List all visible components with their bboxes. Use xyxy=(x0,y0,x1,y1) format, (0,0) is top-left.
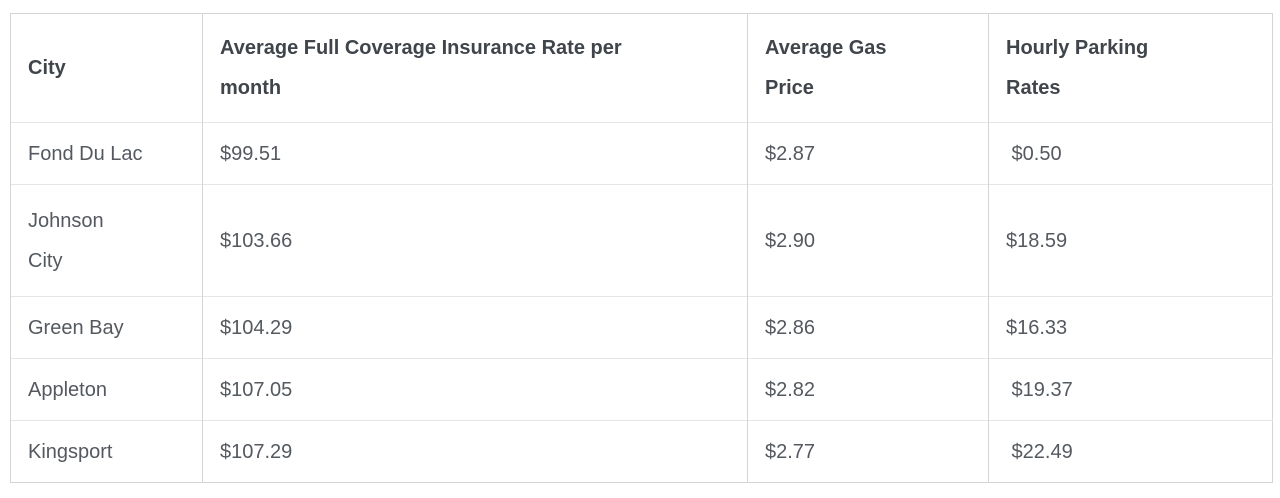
table-row: Appleton $107.05 $2.82 $19.37 xyxy=(10,358,1273,421)
parking-rate-cell: $19.37 xyxy=(988,358,1273,421)
header-row: City Average Full Coverage Insurance Rat… xyxy=(10,13,1273,123)
parking-rate-cell: $22.49 xyxy=(988,420,1273,483)
table-row: Green Bay $104.29 $2.86 $16.33 xyxy=(10,296,1273,359)
table-row: Fond Du Lac $99.51 $2.87 $0.50 xyxy=(10,122,1273,185)
parking-rate-cell: $16.33 xyxy=(988,296,1273,359)
column-header-city: City xyxy=(10,13,203,123)
city-cell: Appleton xyxy=(10,358,203,421)
parking-rate-cell: $0.50 xyxy=(988,122,1273,185)
insurance-rate-cell: $103.66 xyxy=(202,184,748,297)
gas-price-cell: $2.82 xyxy=(747,358,989,421)
table-container: City Average Full Coverage Insurance Rat… xyxy=(10,13,1273,483)
city-cell: Kingsport xyxy=(10,420,203,483)
gas-price-cell: $2.90 xyxy=(747,184,989,297)
table-row: Johnson City $103.66 $2.90 $18.59 xyxy=(10,184,1273,297)
city-cell: Green Bay xyxy=(10,296,203,359)
insurance-rate-cell: $99.51 xyxy=(202,122,748,185)
insurance-rate-cell: $107.29 xyxy=(202,420,748,483)
gas-price-cell: $2.87 xyxy=(747,122,989,185)
city-costs-table: City Average Full Coverage Insurance Rat… xyxy=(10,13,1273,483)
column-header-insurance-rate: Average Full Coverage Insurance Rate per… xyxy=(202,13,748,123)
gas-price-cell: $2.86 xyxy=(747,296,989,359)
insurance-rate-cell: $107.05 xyxy=(202,358,748,421)
city-cell: Fond Du Lac xyxy=(10,122,203,185)
table-row: Kingsport $107.29 $2.77 $22.49 xyxy=(10,420,1273,483)
column-header-gas-price: Average Gas Price xyxy=(747,13,989,123)
gas-price-cell: $2.77 xyxy=(747,420,989,483)
parking-rate-cell: $18.59 xyxy=(988,184,1273,297)
insurance-rate-cell: $104.29 xyxy=(202,296,748,359)
column-header-parking-rates: Hourly Parking Rates xyxy=(988,13,1273,123)
city-cell: Johnson City xyxy=(10,184,203,297)
